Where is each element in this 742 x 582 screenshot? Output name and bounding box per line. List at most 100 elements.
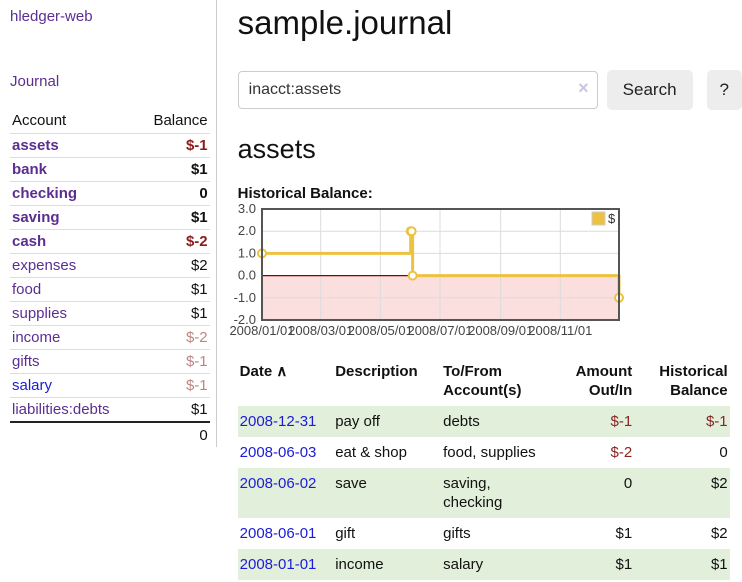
- account-row: checking 0: [10, 181, 210, 206]
- account-balance: $-1: [136, 133, 210, 158]
- accounts-column-header: Account: [12, 112, 67, 129]
- account-balance: $-1: [136, 373, 210, 398]
- transaction-amount: $1: [615, 525, 633, 542]
- account-row: salary $-1: [10, 373, 210, 398]
- transaction-date-link[interactable]: 2008-06-01: [239, 525, 317, 542]
- account-balance: 0: [136, 181, 210, 206]
- account-heading: assets: [237, 134, 316, 164]
- account-balance: $-2: [136, 325, 210, 350]
- account-balance: $1: [136, 397, 210, 422]
- y-tick-label: 1.0: [238, 245, 256, 260]
- account-row: cash $-2: [10, 229, 210, 254]
- accounts-total-value: 0: [136, 421, 210, 447]
- account-row: gifts $-1: [10, 349, 210, 374]
- transaction-balance: $2: [710, 475, 728, 492]
- account-link[interactable]: gifts: [12, 353, 40, 370]
- table-row: 2008-06-03 eat & shop food, supplies $-2 0: [238, 437, 730, 468]
- clear-search-icon[interactable]: ×: [578, 78, 589, 98]
- sidebar: hledger-web Journal Account Balance asse…: [0, 0, 217, 447]
- x-tick-label: 2008/09/01: [468, 323, 533, 338]
- main-content: sample.journal × Search ? assets Histori…: [217, 0, 742, 580]
- transaction-accounts: debts: [443, 413, 480, 430]
- transaction-balance: 0: [719, 444, 728, 461]
- account-balance: $-2: [136, 229, 210, 254]
- accounts-table: Account Balance assets $-1 bank $1 checking 0…: [10, 108, 210, 447]
- transaction-date-link[interactable]: 2008-12-31: [239, 413, 317, 430]
- transaction-balance: $2: [710, 525, 728, 542]
- account-link[interactable]: income: [12, 329, 61, 346]
- data-point-marker: [407, 270, 418, 281]
- accounts-column-header-main: To/From Account(s): [443, 363, 522, 399]
- app-title-link[interactable]: hledger-web: [10, 8, 93, 25]
- account-row: income $-2: [10, 325, 210, 350]
- plot-border: [260, 208, 620, 321]
- amount-column-header: Amount Out/In: [575, 363, 633, 399]
- account-balance: $-1: [136, 349, 210, 374]
- account-link[interactable]: bank: [12, 161, 48, 178]
- account-link[interactable]: cash: [12, 233, 47, 250]
- page-title: sample.journal: [237, 4, 453, 41]
- search-bar: × Search ?: [237, 70, 742, 110]
- transaction-date-link[interactable]: 2008-01-01: [239, 556, 317, 573]
- account-balance: $2: [136, 253, 210, 278]
- account-balance: $1: [136, 277, 210, 302]
- help-button[interactable]: ?: [706, 70, 742, 110]
- table-row: 2008-12-31 pay off debts $-1 $-1: [237, 406, 730, 437]
- account-balance: $1: [136, 301, 210, 326]
- account-link[interactable]: liabilities:debts: [12, 401, 110, 418]
- date-header-label: Date: [239, 363, 273, 380]
- account-balance: $1: [136, 205, 210, 230]
- data-point-marker: [406, 226, 417, 237]
- transaction-accounts: salary: [443, 556, 484, 573]
- transaction-amount: $-1: [610, 413, 633, 430]
- account-row: bank $1: [10, 157, 210, 182]
- table-row: 2008-06-02 save saving, checking 0 $2: [237, 468, 730, 518]
- x-tick-label: 2008/05/01: [347, 323, 412, 338]
- transaction-accounts: saving, checking: [443, 475, 503, 511]
- y-tick-label: 3.0: [238, 204, 256, 216]
- y-tick-label: 0.0: [238, 268, 256, 283]
- account-balance: $1: [136, 157, 210, 182]
- transaction-amount: $1: [615, 556, 633, 573]
- register-table: Date ∧ Description To/From Account(s) Am…: [237, 360, 730, 580]
- description-column-header: Description: [335, 363, 418, 380]
- transaction-balance: $-1: [705, 413, 728, 430]
- legend-label: $: [608, 211, 616, 226]
- x-tick-label: 2008/01/01: [229, 323, 294, 338]
- y-tick-label: -1.0: [233, 290, 255, 305]
- transaction-date-link[interactable]: 2008-06-02: [239, 475, 317, 492]
- sidebar-item-journal[interactable]: Journal: [10, 73, 60, 90]
- account-link[interactable]: saving: [12, 209, 60, 226]
- account-link[interactable]: assets: [12, 137, 59, 154]
- account-row: supplies $1: [10, 301, 210, 326]
- search-input[interactable]: [237, 71, 598, 109]
- search-button[interactable]: Search: [606, 70, 693, 110]
- x-tick-label: 2008/03/01: [288, 323, 353, 338]
- account-row: food $1: [10, 277, 210, 302]
- account-link[interactable]: salary: [12, 377, 53, 394]
- transaction-description: pay off: [335, 413, 380, 430]
- account-link[interactable]: checking: [12, 185, 78, 202]
- sort-ascending-icon: ∧: [276, 363, 288, 380]
- table-row: 2008-01-01 income salary $1 $1: [237, 549, 730, 580]
- balance-column-header: Balance: [153, 112, 208, 129]
- account-link[interactable]: supplies: [12, 305, 68, 322]
- date-column-header[interactable]: Date ∧: [238, 360, 334, 406]
- transaction-accounts: gifts: [443, 525, 471, 542]
- account-link[interactable]: expenses: [12, 257, 77, 274]
- transaction-date-link[interactable]: 2008-06-03: [239, 444, 317, 461]
- transaction-accounts: food, supplies: [443, 444, 536, 461]
- balance-line-chart: $3.0 2.0 1.0 0.0 -1.0 -2.02008/01/012008/03/0…: [229, 201, 624, 338]
- account-row: saving $1: [10, 205, 210, 230]
- legend-swatch: [591, 211, 606, 226]
- x-tick-label: 2008/07/01: [407, 323, 472, 338]
- transaction-description: income: [335, 556, 384, 573]
- account-row: liabilities:debts $1: [10, 397, 210, 422]
- x-tick-label: 2008/11/01: [528, 323, 592, 338]
- historical-balance-chart: $3.0 2.0 1.0 0.0 -1.0 -2.0 2008/01/01 2008/03/0…: [226, 201, 742, 344]
- transaction-balance: $1: [710, 556, 728, 573]
- balance-column-header-main: Historical Balance: [659, 363, 728, 399]
- account-link[interactable]: food: [12, 281, 42, 298]
- transaction-amount: 0: [623, 475, 633, 492]
